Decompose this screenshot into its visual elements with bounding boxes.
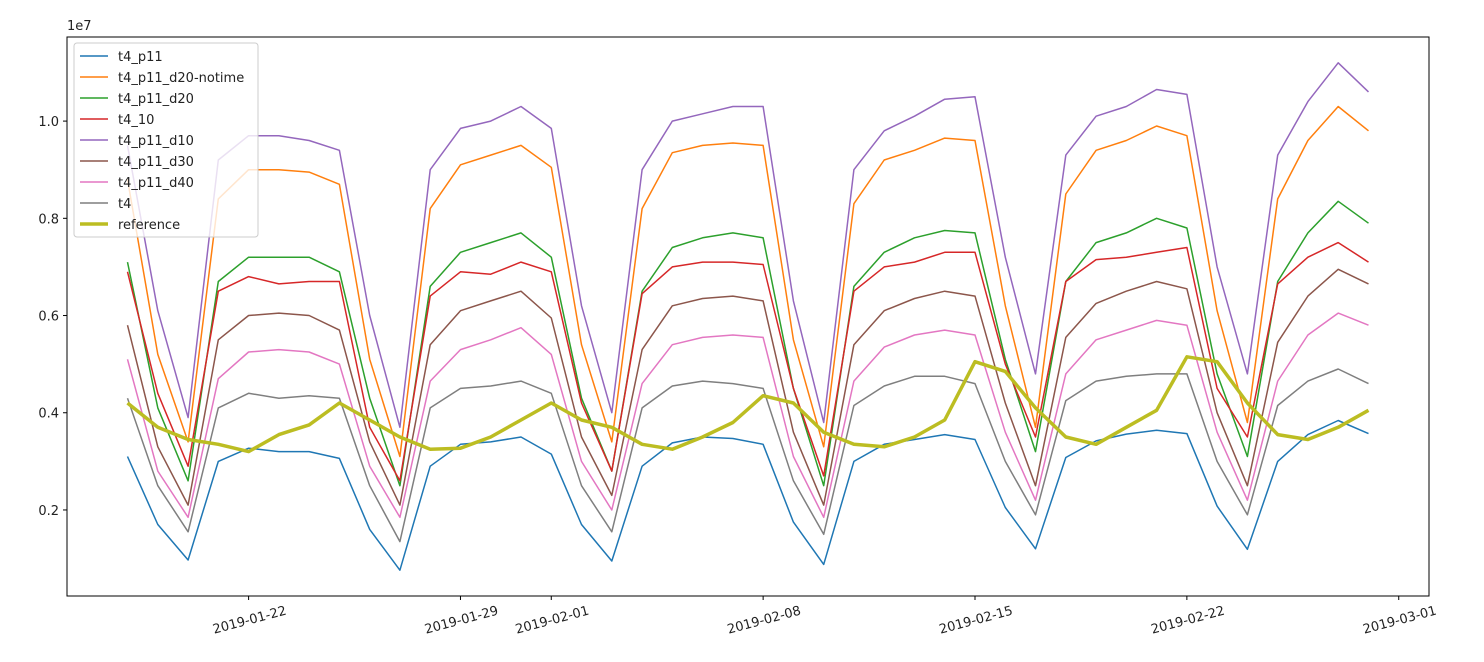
- series-line: [126, 241, 1369, 482]
- legend-label: t4_10: [118, 113, 154, 128]
- series-line: [126, 368, 1369, 543]
- x-tick-label: 2019-01-22: [211, 604, 288, 638]
- y-offset-label: 1e7: [67, 19, 92, 34]
- series-line: [126, 62, 1370, 429]
- x-tick-label: 2019-02-01: [514, 604, 591, 638]
- series-line: [126, 105, 1369, 458]
- legend-label: t4_p11_d30: [118, 155, 194, 170]
- series-line: [126, 419, 1369, 571]
- y-tick-label: 1.0: [38, 115, 59, 130]
- x-tick-label: 2019-02-08: [726, 604, 803, 638]
- legend-box: [73, 42, 259, 238]
- y-tick-label: 0.8: [38, 212, 59, 227]
- series-line: [126, 268, 1369, 506]
- legend-label: t4: [118, 197, 131, 212]
- series-line: [126, 355, 1370, 454]
- legend-label: t4_p11_d40: [118, 176, 194, 191]
- series-line: [126, 312, 1369, 519]
- x-tick-label: 2019-02-15: [938, 604, 1015, 638]
- legend-label: t4_p11_d20: [118, 92, 194, 107]
- legend-label: t4_p11: [118, 50, 163, 65]
- legend-label: t4_p11_d10: [118, 134, 194, 149]
- x-tick-label: 2019-02-22: [1150, 604, 1227, 638]
- x-tick-label: 2019-01-29: [423, 604, 500, 638]
- legend: t4_p11 t4_p11_d20-notime t4_p11_d20 t4_10 t4…: [73, 42, 259, 238]
- legend-label: reference: [118, 218, 180, 233]
- y-tick-label: 0.2: [38, 504, 59, 519]
- y-tick-label: 0.6: [38, 310, 59, 325]
- plot-frame: [66, 36, 1430, 597]
- x-tick-label: 2019-03-01: [1361, 604, 1438, 638]
- y-tick-label: 0.4: [38, 407, 59, 422]
- legend-label: t4_p11_d20-notime: [118, 71, 244, 86]
- series-line: [126, 200, 1369, 487]
